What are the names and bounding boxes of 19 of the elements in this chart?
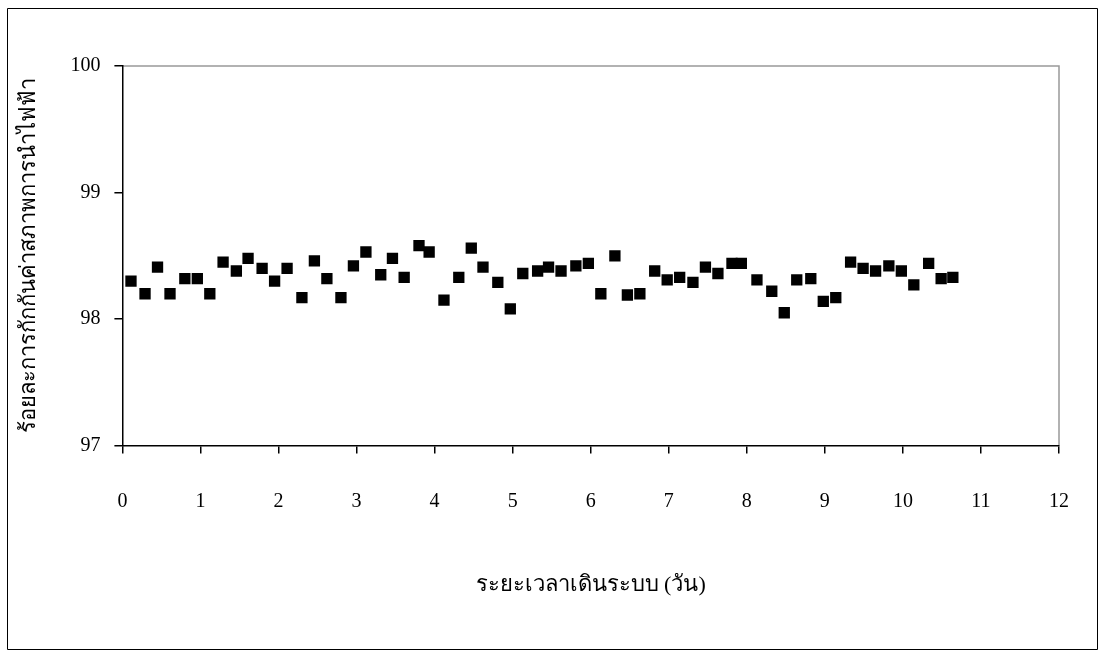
x-tick-label: 12 (1049, 488, 1069, 511)
y-tick-label: 97 (80, 432, 101, 455)
y-tick-label: 98 (80, 306, 101, 329)
x-tick-label: 1 (195, 488, 206, 511)
x-tick-label: 0 (117, 488, 128, 511)
x-tick-label: 2 (273, 488, 284, 511)
x-tick-label: 4 (429, 488, 440, 511)
x-tick-label: 10 (892, 488, 913, 511)
x-tick-label: 8 (741, 488, 752, 511)
x-tick-label: 5 (507, 488, 518, 511)
x-tick-label: 3 (351, 488, 362, 511)
x-tick-label: 6 (585, 488, 596, 511)
x-axis-title: ระยะเวลาเดินระบบ (วัน) (475, 570, 706, 596)
x-tick-label: 11 (971, 488, 991, 511)
y-axis-title: ร้อยละการกักกันค่าสภาพการนำไฟฟ้า (14, 78, 40, 434)
y-tick-label: 100 (70, 53, 101, 76)
y-tick-label: 99 (80, 179, 101, 202)
x-tick-label: 9 (819, 488, 830, 511)
x-tick-label: 7 (663, 488, 674, 511)
